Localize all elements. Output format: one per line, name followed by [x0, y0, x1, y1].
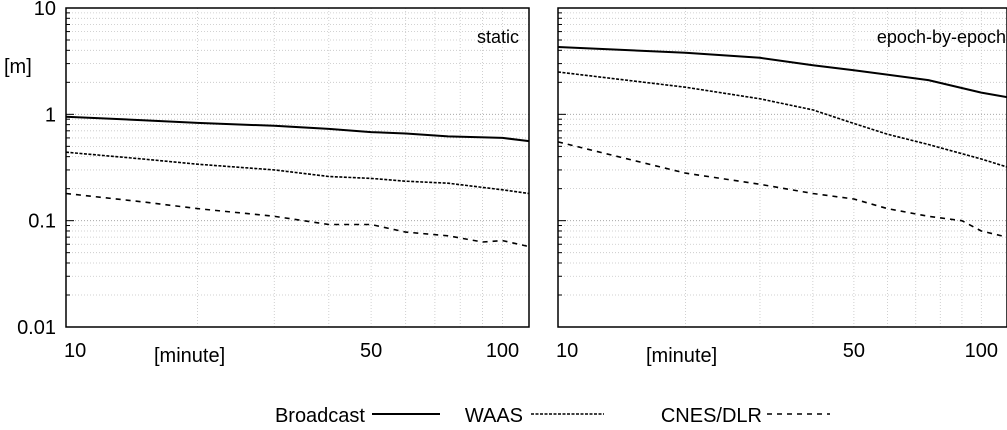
- legend-label-broadcast: Broadcast: [275, 405, 365, 427]
- grid: [558, 8, 1007, 327]
- x-tick-label: 100: [486, 340, 519, 362]
- y-tick-label: 0.01: [17, 317, 56, 339]
- legend-label-waas: WAAS: [465, 405, 523, 427]
- x-tick-label: 50: [843, 340, 865, 362]
- series-line-waas: [557, 71, 1007, 168]
- x-tick-label: 10: [64, 340, 86, 362]
- x-tick-label: 100: [965, 340, 998, 362]
- plot-frame: [557, 7, 1007, 328]
- series-line-cnes-dlr: [65, 192, 530, 248]
- series-line-cnes-dlr: [557, 141, 1007, 238]
- y-tick-label: 0.1: [28, 211, 56, 233]
- y-tick-label: 10: [34, 0, 56, 20]
- series-line-waas: [65, 151, 530, 195]
- panel-title: static: [477, 27, 519, 47]
- epoch-by-epoch-panel: 10 50 100 [minute] epoch-by-epoch: [556, 7, 1007, 367]
- y-tick-label: 1: [45, 104, 56, 126]
- panel-title: epoch-by-epoch: [877, 27, 1006, 47]
- plot-frame: [65, 7, 530, 328]
- x-axis-label: [minute]: [646, 345, 717, 367]
- grid: [66, 8, 529, 327]
- static-panel: 10 1 0.1 0.01 10 50 100 [m] [minute] static: [4, 0, 530, 367]
- series-line-broadcast: [557, 46, 1007, 99]
- legend: Broadcast WAAS CNES/DLR: [275, 405, 830, 427]
- series-line-broadcast: [65, 115, 530, 143]
- x-axis-label: [minute]: [154, 345, 225, 367]
- legend-label-cnes-dlr: CNES/DLR: [661, 405, 762, 427]
- x-tick-label: 50: [360, 340, 382, 362]
- y-axis-unit-label: [m]: [4, 56, 32, 78]
- x-tick-label: 10: [556, 340, 578, 362]
